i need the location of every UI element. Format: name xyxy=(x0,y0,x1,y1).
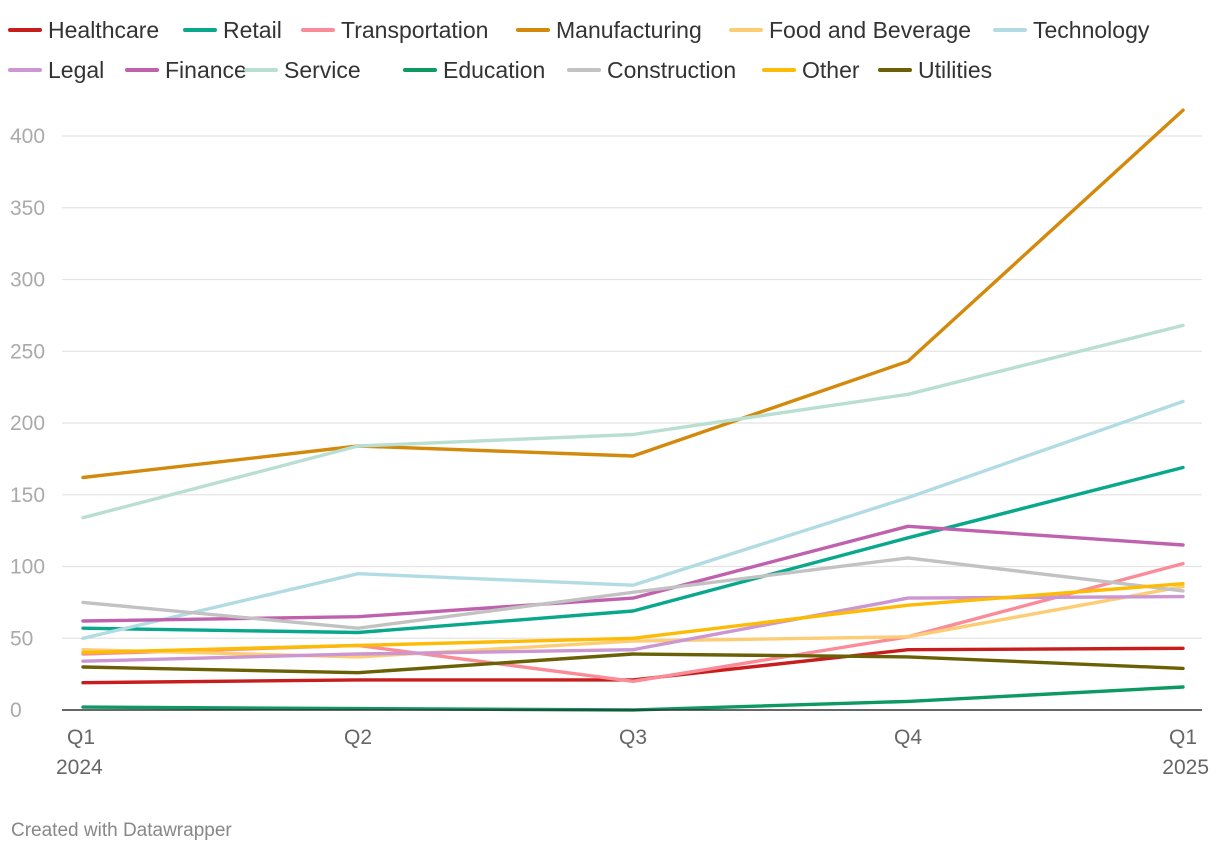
series-line-food-and-beverage xyxy=(81,584,1185,659)
x-tick-label: Q2 xyxy=(344,726,372,749)
series-line-technology xyxy=(81,399,1185,640)
y-axis: 0 50 100 150 200 250 300 350 400 xyxy=(10,125,45,722)
legend-item-food-and-beverage: Food and Beverage xyxy=(729,17,971,43)
x-tick-label: Q1 xyxy=(67,726,95,749)
y-tick-label: 200 xyxy=(10,412,45,435)
legend-label: Retail xyxy=(223,17,282,43)
legend-label: Finance xyxy=(165,57,247,83)
legend-label: Manufacturing xyxy=(556,17,702,43)
legend-item-retail: Retail xyxy=(183,17,282,43)
legend-label: Service xyxy=(284,57,361,83)
legend-label: Legal xyxy=(48,57,104,83)
series-line-transportation xyxy=(81,561,1185,683)
y-tick-label: 300 xyxy=(10,269,45,292)
series-line-utilities xyxy=(81,652,1185,675)
legend-item-manufacturing: Manufacturing xyxy=(516,17,702,43)
series-line-construction xyxy=(81,556,1185,630)
legend-item-utilities: Utilities xyxy=(878,57,992,83)
legend-label: Education xyxy=(443,57,545,83)
y-tick-label: 350 xyxy=(10,197,45,220)
x-tick-year-label: 2025 xyxy=(1162,756,1209,779)
legend-label: Utilities xyxy=(918,57,992,83)
legend-item-service: Service xyxy=(244,57,361,83)
series-lines xyxy=(62,108,1202,712)
legend-label: Technology xyxy=(1033,17,1150,43)
legend-label: Construction xyxy=(607,57,736,83)
x-tick-year-label: 2024 xyxy=(56,756,103,779)
y-tick-label: 400 xyxy=(10,125,45,148)
y-tick-label: 150 xyxy=(10,484,45,507)
legend-label: Healthcare xyxy=(48,17,159,43)
legend-item-other: Other xyxy=(762,57,860,83)
series-line-manufacturing xyxy=(81,108,1185,480)
legend-item-transportation: Transportation xyxy=(301,17,488,43)
line-chart: Healthcare Retail Transportation Manufactur… xyxy=(8,17,1209,779)
series-line-other xyxy=(81,582,1185,655)
legend-label: Food and Beverage xyxy=(769,17,971,43)
x-tick-label: Q1 xyxy=(1169,726,1197,749)
series-line-retail xyxy=(81,465,1185,635)
legend-item-technology: Technology xyxy=(993,17,1150,43)
legend-item-healthcare: Healthcare xyxy=(8,17,159,43)
legend-item-finance: Finance xyxy=(125,57,247,83)
legend-item-education: Education xyxy=(403,57,545,83)
x-tick-label: Q4 xyxy=(894,726,922,749)
series-line-service xyxy=(81,323,1185,520)
chart-legend: Healthcare Retail Transportation Manufactur… xyxy=(8,17,1150,83)
y-tick-label: 0 xyxy=(10,699,22,722)
legend-item-legal: Legal xyxy=(8,57,104,83)
y-tick-label: 250 xyxy=(10,340,45,363)
x-axis: Q1 2024 Q2 Q3 Q4 Q1 2025 xyxy=(56,726,1209,779)
legend-item-construction: Construction xyxy=(567,57,736,83)
gridlines xyxy=(62,135,1202,639)
x-tick-label: Q3 xyxy=(619,726,647,749)
y-tick-label: 100 xyxy=(10,556,45,579)
footer-credit: Created with Datawrapper xyxy=(11,820,232,841)
series-line-education xyxy=(81,685,1185,712)
legend-label: Transportation xyxy=(341,17,488,43)
legend-label: Other xyxy=(802,57,860,83)
y-tick-label: 50 xyxy=(10,627,33,650)
